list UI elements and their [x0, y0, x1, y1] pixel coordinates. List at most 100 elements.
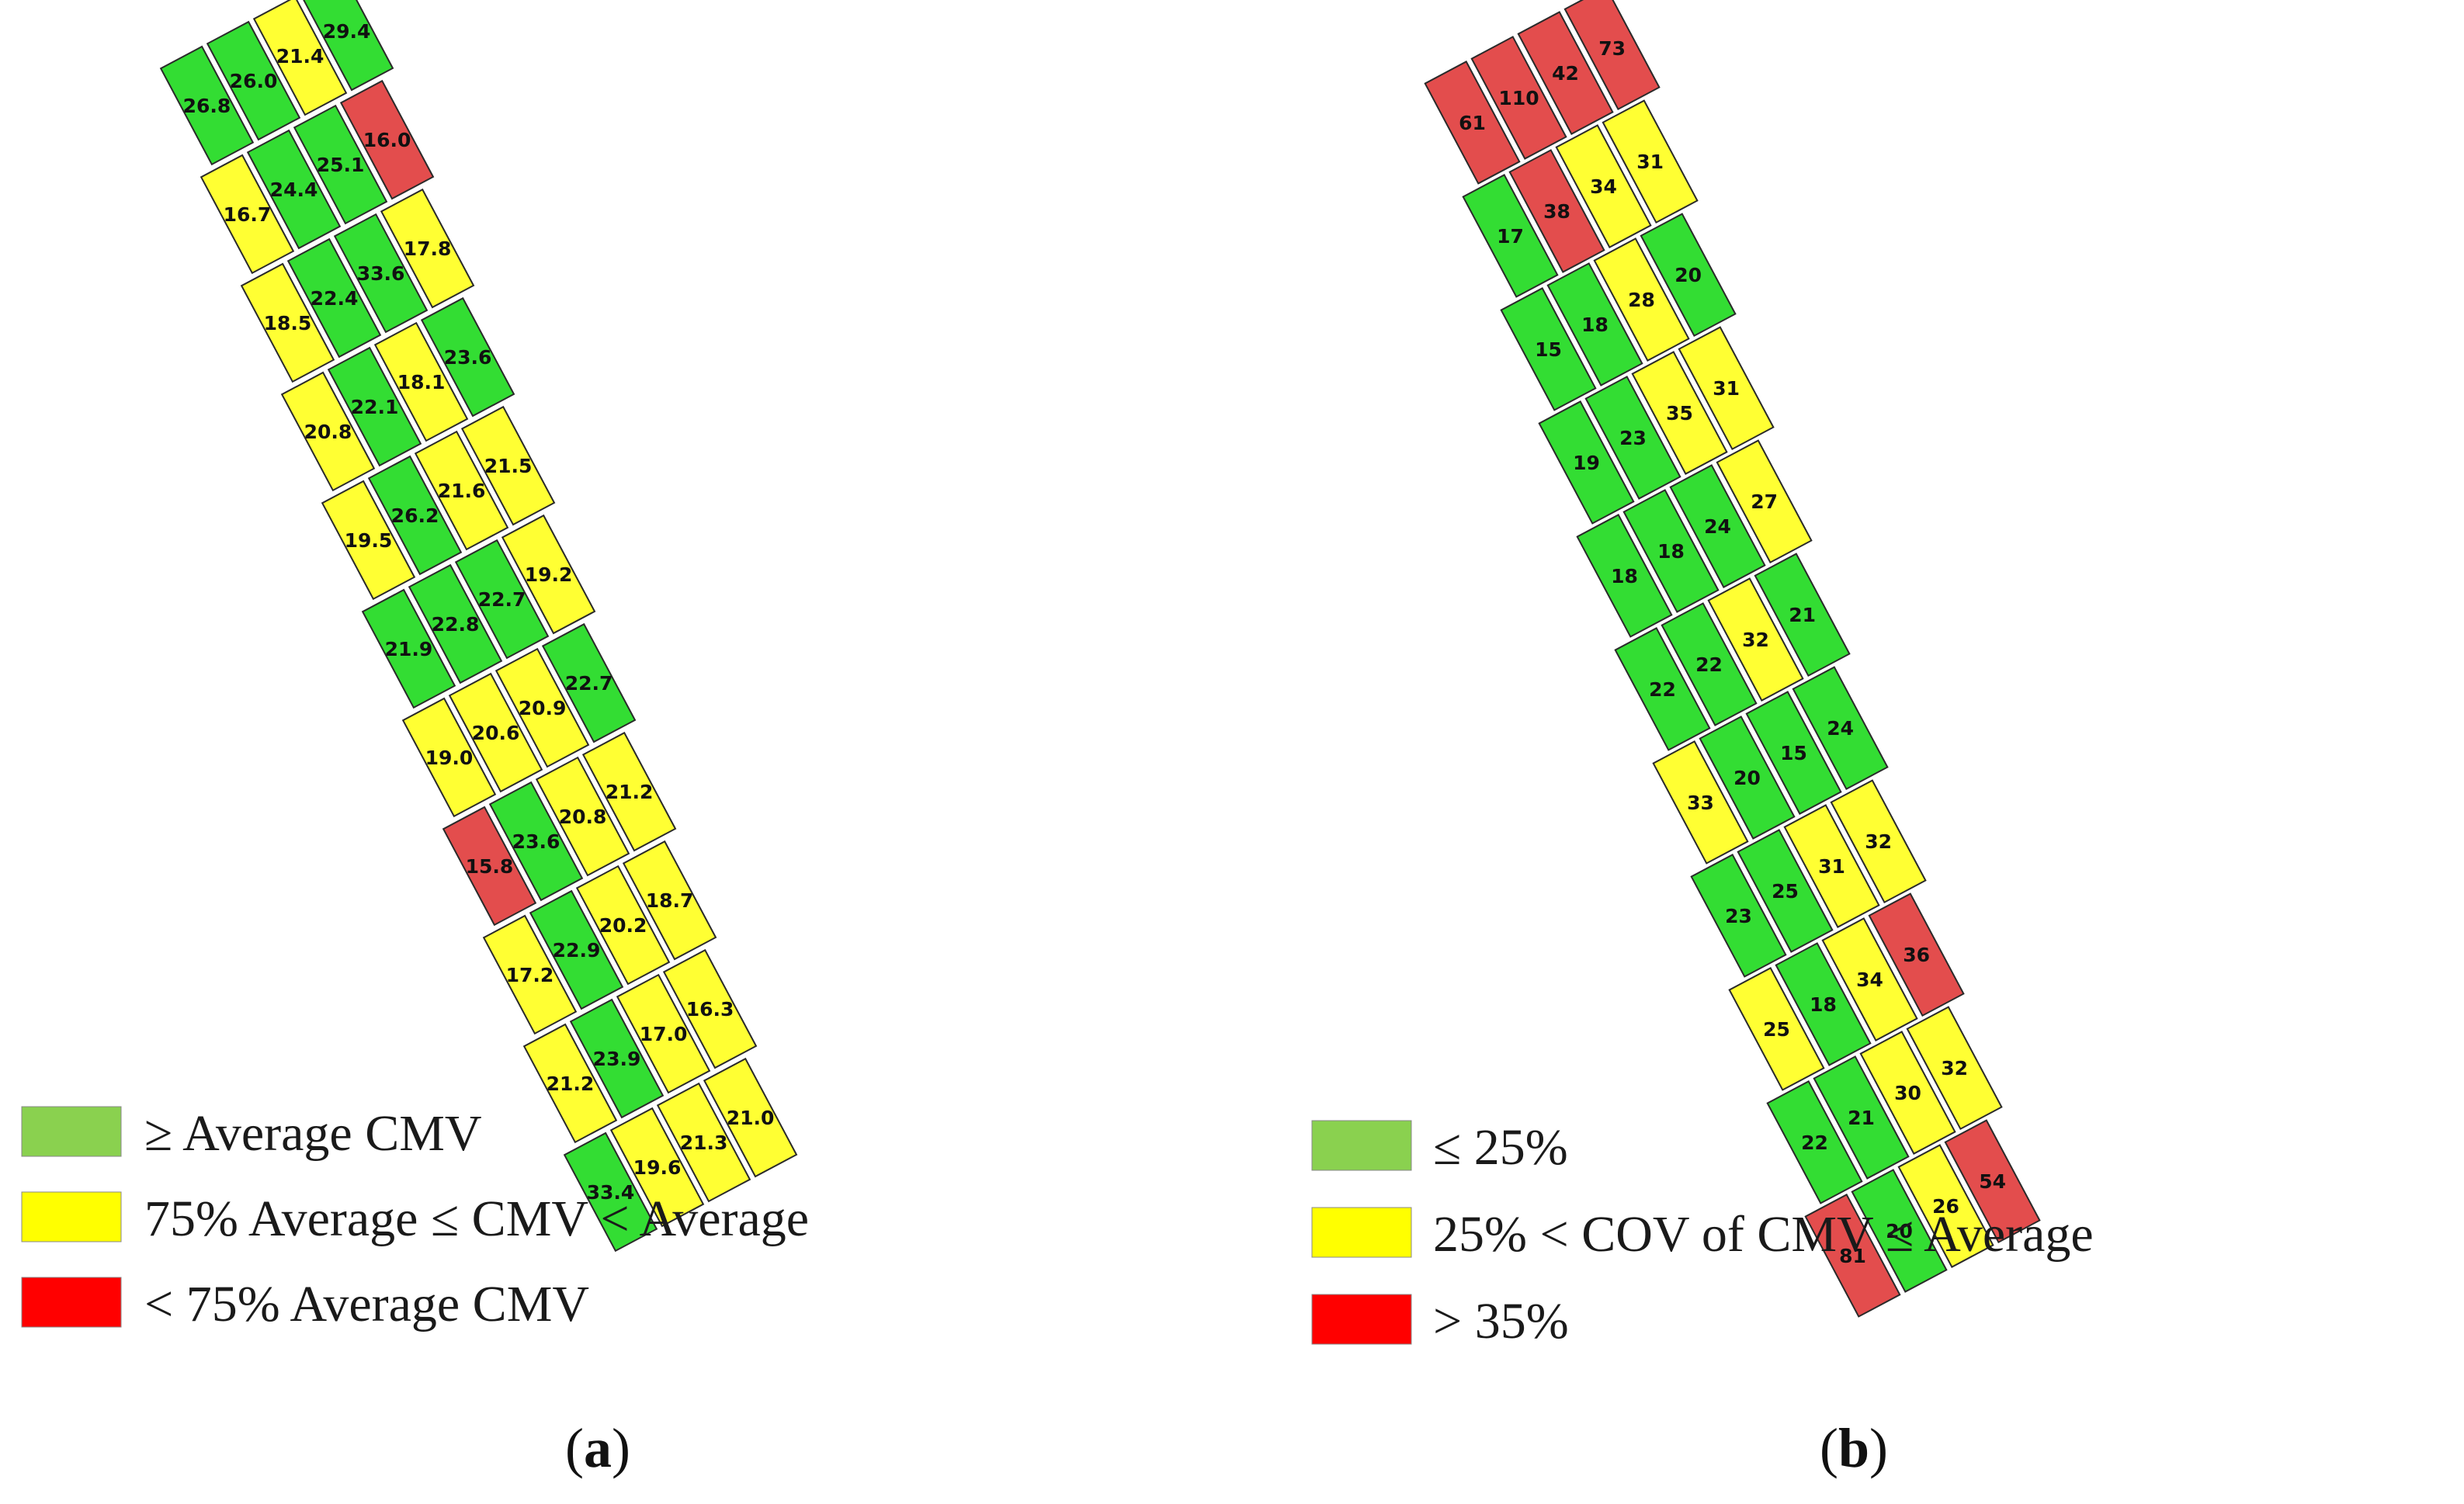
- legend-b-swatch-red: [1311, 1294, 1412, 1345]
- panel-a-cell-value: 20.6: [472, 722, 520, 744]
- panel-b-cell-value: 18: [1810, 993, 1837, 1016]
- panel-b-cell: [1584, 376, 1681, 500]
- legend-a-swatch-yellow: [21, 1191, 122, 1242]
- panel-b-cell-value: 27: [1751, 490, 1778, 513]
- panel-b-cell: [1897, 1144, 1994, 1268]
- panel-b-cell: [1661, 602, 1758, 726]
- panel-b-cell-value: 35: [1666, 402, 1693, 425]
- panel-b-cell: [1813, 1055, 1910, 1180]
- legend-a-swatch-red: [21, 1277, 122, 1328]
- panel-b-cell: [1944, 1119, 2041, 1244]
- panel-b-cell: [1652, 740, 1749, 865]
- panel-a-segment: 21.2 23.9 17.016.3: [522, 948, 758, 1144]
- legend-a-label-red: < 75% Average CMV: [144, 1276, 589, 1332]
- panel-a-cell: [488, 781, 584, 902]
- panel-a-cell: [656, 1082, 751, 1203]
- panel-b-cell: [1622, 489, 1720, 613]
- panel-a-cell-value: 21.4: [276, 45, 324, 68]
- panel-b-cell-value: 20: [1886, 1220, 1913, 1242]
- panel-b-cell: [1716, 439, 1813, 564]
- panel-a-cell: [501, 514, 596, 635]
- panel-b-segment: 25 18 34 36: [1728, 892, 1965, 1091]
- panel-a-cell-value: 21.9: [385, 638, 433, 660]
- panel-b-cell: [1678, 326, 1775, 451]
- panel-a-cell: [286, 237, 382, 359]
- panel-b-cell: [1868, 892, 1965, 1017]
- panel-b-segment: 15 18 28 20: [1500, 213, 1737, 411]
- panel-a-cell: [448, 672, 543, 793]
- panel-b-cell-value: 61: [1459, 112, 1486, 134]
- panel-a-cell-value: 18.1: [397, 371, 446, 393]
- panel-a-roadway-strip: 26.8 26.021.429.4 16.724.425.1 16.0 18.522.4…: [159, 0, 798, 1253]
- panel-a-cell-value: 16.3: [686, 998, 734, 1021]
- panel-b-cell-value: 38: [1543, 200, 1570, 223]
- panel-a-cell: [200, 154, 295, 275]
- panel-a-cell-value: 18.7: [646, 889, 694, 912]
- panel-a-cell-value: 17.0: [640, 1023, 688, 1045]
- panel-a-cell: [420, 296, 515, 418]
- panel-b-cell-value: 19: [1573, 452, 1600, 474]
- panel-b-cell: [1754, 553, 1851, 677]
- panel-a-cell: [339, 79, 435, 200]
- panel-a-caption-letter: a: [584, 1417, 612, 1479]
- panel-a-segment: 15.823.620.8 21.2: [442, 731, 677, 927]
- panel-a-cell: [495, 647, 590, 768]
- legend-a: ≥ Average CMV 75% Average ≤ CMV < Averag…: [21, 1105, 809, 1332]
- panel-a-cell-value: 19.2: [525, 563, 573, 586]
- panel-a-cell: [609, 1107, 705, 1228]
- panel-a-cell-value: 29.4: [323, 20, 371, 43]
- panel-a-cell: [575, 865, 671, 986]
- panel-b-cell: [1783, 804, 1880, 928]
- panel-a-cell: [616, 973, 711, 1094]
- panel-a-cell-value: 19.6: [633, 1156, 682, 1179]
- panel-a-cell: [569, 998, 665, 1119]
- panel-b-segment: 61 110 42 73: [1424, 0, 1661, 185]
- legend-b-swatch-green: [1311, 1120, 1412, 1171]
- panel-b-cell: [1804, 1194, 1901, 1318]
- panel-b-cell-value: 21: [1789, 604, 1816, 626]
- panel-b-cell: [1470, 36, 1567, 160]
- panel-b-cell-value: 22: [1649, 678, 1676, 701]
- panel-b-cell: [1555, 124, 1652, 248]
- legend-b: ≤ 25% 25% < COV of CMV ≤ Average > 35%: [1311, 1119, 2094, 1350]
- panel-b-cell: [1546, 262, 1643, 386]
- panel-b-cell-value: 34: [1590, 175, 1617, 198]
- panel-a-cell-value: 33.4: [587, 1181, 635, 1204]
- panel-b-cell: [1462, 174, 1559, 298]
- panel-b-segment: 19 23 35 31: [1538, 326, 1775, 525]
- panel-a-cell-value: 23.6: [444, 346, 492, 369]
- panel-a-cell-value: 20.8: [304, 421, 352, 443]
- panel-a-cell-value: 19.0: [425, 747, 474, 769]
- panel-a-cell: [401, 697, 497, 818]
- panel-a-segment: 26.8 26.021.429.4: [159, 0, 394, 166]
- panel-a-cell: [252, 0, 348, 116]
- panel-a-cell-value: 21.3: [680, 1131, 728, 1154]
- panel-a-cell: [380, 188, 475, 309]
- legend-a-label-green: ≥ Average CMV: [144, 1105, 482, 1162]
- panel-a-segment: 33.419.621.321.0: [563, 1057, 798, 1253]
- panel-a-cell: [454, 539, 550, 660]
- legend-a-swatch-green: [21, 1106, 122, 1157]
- panel-b-cell-value: 24: [1704, 515, 1731, 538]
- panel-a-cell-value: 21.2: [606, 781, 654, 803]
- panel-b-cell: [1614, 627, 1711, 751]
- legend-b-label-green: ≤ 25%: [1433, 1119, 1568, 1176]
- panel-b-cell: [1563, 0, 1661, 111]
- panel-b-cell: [1602, 99, 1699, 224]
- panel-a-cell: [206, 20, 301, 141]
- panel-b-cell: [1517, 11, 1614, 135]
- panel-b-caption-letter: b: [1838, 1417, 1869, 1479]
- panel-a-cell-value: 22.9: [553, 939, 601, 962]
- panel-a-cell-value: 21.0: [727, 1107, 775, 1129]
- panel-b-cell-value: 42: [1552, 62, 1579, 85]
- panel-a-cell: [321, 480, 416, 601]
- panel-b-cell-value: 23: [1725, 905, 1752, 927]
- panel-a-cell: [333, 213, 429, 334]
- panel-a-cell: [662, 948, 758, 1069]
- panel-b-cell: [1906, 1006, 2003, 1131]
- panel-b-cell: [1792, 666, 1889, 791]
- panel-a-cell: [622, 840, 717, 961]
- panel-b-cell: [1699, 716, 1796, 840]
- panel-b-cell-value: 32: [1865, 830, 1892, 853]
- panel-a-cell: [460, 405, 556, 526]
